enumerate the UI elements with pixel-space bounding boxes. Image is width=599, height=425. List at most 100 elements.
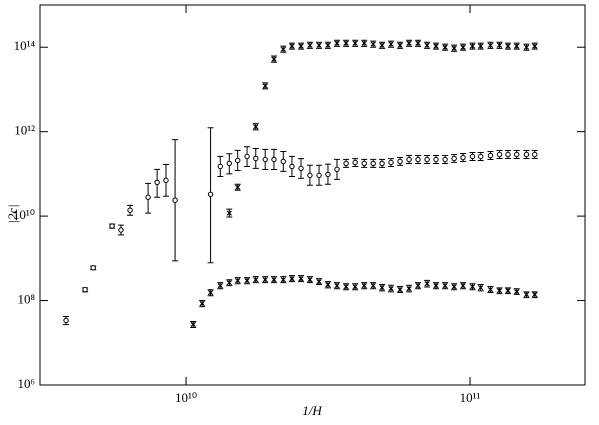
data-point xyxy=(397,42,403,48)
data-point xyxy=(235,184,241,190)
data-point xyxy=(298,165,304,172)
data-point xyxy=(352,284,358,290)
data-point xyxy=(415,156,421,163)
data-point xyxy=(244,153,250,160)
data-point xyxy=(289,163,295,170)
data-point xyxy=(325,282,331,288)
data-point xyxy=(442,44,448,50)
data-point xyxy=(370,283,376,289)
data-point xyxy=(433,43,439,49)
data-point xyxy=(280,158,286,165)
data-point xyxy=(316,172,322,179)
data-point xyxy=(109,223,115,229)
data-point xyxy=(460,154,466,161)
data-point xyxy=(523,151,530,158)
data-point xyxy=(379,285,385,291)
data-point xyxy=(307,277,313,283)
data-point xyxy=(424,156,430,163)
data-point xyxy=(496,151,503,158)
data-point xyxy=(478,43,484,49)
data-point xyxy=(469,284,476,290)
data-point xyxy=(460,44,466,50)
data-point xyxy=(415,283,421,289)
data-point xyxy=(334,166,340,173)
data-point xyxy=(63,317,69,324)
data-point xyxy=(207,191,214,197)
data-point xyxy=(532,292,538,298)
data-point xyxy=(325,171,331,178)
data-point xyxy=(505,287,511,294)
data-point xyxy=(460,283,466,289)
data-point xyxy=(334,40,340,46)
data-point xyxy=(343,160,349,167)
data-point xyxy=(289,276,295,282)
data-point xyxy=(262,277,268,283)
x-tick-label: 10¹¹ xyxy=(460,390,481,405)
data-point xyxy=(307,42,313,48)
data-point xyxy=(433,283,439,289)
data-point xyxy=(388,159,394,166)
data-point xyxy=(217,283,223,289)
data-point xyxy=(280,277,286,283)
data-point xyxy=(406,40,412,46)
data-point xyxy=(226,210,232,216)
data-point xyxy=(207,290,214,296)
data-point xyxy=(505,151,511,158)
data-point xyxy=(406,156,412,163)
x-axis-label: 1/H xyxy=(302,403,322,418)
data-point xyxy=(235,278,241,284)
data-point xyxy=(127,207,133,213)
y-axis-label: |2c| xyxy=(5,204,20,223)
data-point xyxy=(514,151,520,158)
data-point xyxy=(253,124,259,130)
data-point xyxy=(190,321,196,327)
data-point xyxy=(424,42,430,48)
data-point xyxy=(379,42,385,48)
data-point xyxy=(226,160,232,167)
data-point xyxy=(415,40,421,46)
data-point xyxy=(118,227,124,233)
data-point xyxy=(487,42,494,48)
data-point xyxy=(487,286,494,293)
data-point xyxy=(442,156,448,163)
x-tick-label: 10¹⁰ xyxy=(175,390,197,405)
data-point xyxy=(451,45,457,51)
data-point xyxy=(361,283,367,289)
data-point xyxy=(262,156,268,163)
data-point xyxy=(532,43,538,49)
data-point xyxy=(388,285,394,292)
data-point xyxy=(532,151,538,158)
data-point xyxy=(370,41,376,47)
y-tick-label: 10¹⁰ xyxy=(13,207,35,222)
data-point xyxy=(370,160,376,167)
data-point xyxy=(379,160,385,167)
data-point xyxy=(397,158,403,165)
data-point xyxy=(280,46,286,52)
data-point xyxy=(397,286,403,293)
data-point xyxy=(82,286,88,293)
data-point xyxy=(298,276,304,282)
data-point xyxy=(343,284,349,290)
data-point xyxy=(316,279,322,285)
data-point xyxy=(523,292,530,298)
data-point xyxy=(424,281,430,287)
data-point xyxy=(262,83,268,89)
y-tick-label: 10¹² xyxy=(14,123,35,138)
data-point xyxy=(514,288,520,295)
data-point xyxy=(477,153,484,160)
data-point xyxy=(352,159,358,166)
data-point xyxy=(253,277,259,283)
data-point xyxy=(334,283,340,289)
data-point xyxy=(253,155,259,162)
data-point xyxy=(523,44,530,50)
data-point xyxy=(469,43,476,49)
data-point xyxy=(487,152,494,159)
plot-frame xyxy=(39,4,586,386)
data-point xyxy=(451,284,457,290)
data-point xyxy=(316,42,322,48)
data-point xyxy=(514,43,520,49)
data-point xyxy=(244,278,250,284)
data-point xyxy=(199,300,205,307)
